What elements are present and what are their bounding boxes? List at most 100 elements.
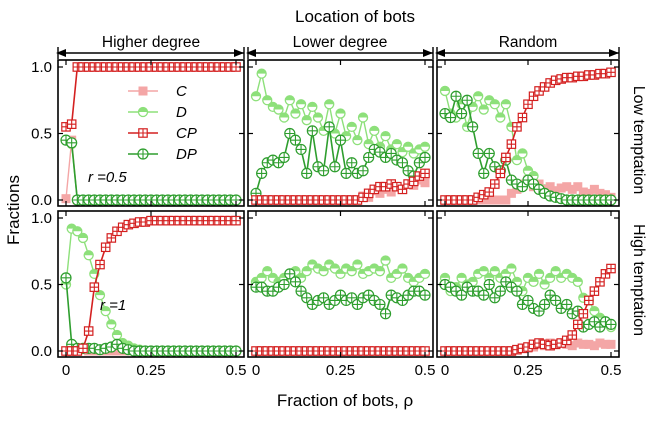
marker-CP-p3-6 [95,259,105,270]
marker-DP-p1-7 [289,134,302,146]
marker-D-p1-18 [352,134,363,146]
marker-CP-p2-14 [517,112,528,123]
col-header-higher-degree: Higher degree [102,34,200,51]
marker-D-p3-3 [77,232,89,244]
marker-CP-p5-27-cross [590,286,599,296]
marker-CP-p5-29-cross [601,269,610,279]
marker-DP-p2-2-cross [451,91,462,102]
marker-CP-p2-15-cross [523,100,533,109]
marker-D-p1-1 [256,68,267,79]
marker-DP-p5-8 [483,278,495,291]
marker-D-p5-20 [550,266,561,277]
panel-r0-c2 [436,59,620,207]
legend-label-C: C [176,83,187,100]
row-label-high-temptation: High temptation [630,224,647,336]
marker-D-p1-4 [273,104,284,115]
marker-DP-p1-6-cross [284,128,295,139]
panel-r1-c1: 0 0.25 0.5 [247,210,436,379]
marker-D-p5-17-fill [534,269,544,274]
marker-D-p4-9 [301,266,312,277]
marker-D-p2-7 [478,104,489,115]
marker-DP-p1-26 [396,157,409,169]
marker-DP-p4-30-cross [420,290,430,301]
marker-C-p2-11 [501,195,511,205]
marker-D-p2-15-fill [523,166,533,171]
marker-CP-p0-1 [66,119,77,129]
marker-CP-p2-8 [484,187,495,197]
marker-DP-p5-27-cross [589,316,600,327]
marker-D-p4-30-fill [420,269,430,274]
marker-D-p1-9 [301,115,312,126]
marker-D-p1-21 [369,125,380,136]
xtick-label-c1-1: 0.25 [326,362,355,379]
marker-DP-p1-30-cross [420,152,430,163]
bracket-arrow-higher-right [234,49,244,57]
marker-D-p5-17 [533,268,545,280]
marker-DP-p4-23-cross [380,308,391,319]
marker-D-p4-2-fill [262,266,272,272]
marker-DP-p1-17 [346,157,358,169]
marker-D-p4-27-fill [403,273,413,278]
panel-data-2 [439,67,617,206]
row-label-low-temptation: Low temptation [630,86,647,195]
marker-DP-p1-16-cross [341,168,352,179]
marker-D-p5-24-fill [573,277,583,282]
legend-marker-D [137,106,149,118]
marker-D-p4-13-fill [324,260,334,265]
marker-D-p1-27-fill [403,142,413,147]
marker-DP-p4-30 [419,289,431,301]
marker-D-p5-16 [528,276,539,287]
series-line-CP-p0 [65,66,236,128]
marker-CP-p5-24-cross [573,320,582,329]
xtick-label-c1-2: 0.5 [415,362,436,379]
marker-D-p2-11-fill [501,99,511,105]
marker-D-p3-7 [100,305,111,317]
marker-D-p1-30-fill [420,142,430,147]
marker-DP-p1-26-cross [397,157,408,168]
marker-DP-p1-22-cross [374,147,385,158]
marker-D-p4-26-fill [397,264,407,269]
marker-D-p5-24 [572,276,583,287]
marker-D-p4-12 [318,266,329,277]
legend-marker-C [138,86,148,96]
marker-DP-p1-14 [329,161,341,173]
marker-DP-p3-0 [60,272,72,284]
marker-DP-p5-28-cross [594,322,605,333]
marker-CP-p1-26 [397,184,408,195]
marker-DP-p1-9-cross [301,168,312,179]
bracket-arrow-higher-left [56,49,66,57]
marker-DP-p5-30 [605,318,617,330]
marker-CP-p3-4-cross [84,326,93,336]
marker-D-p5-3-fill [457,273,467,278]
marker-DP-p0-1 [66,137,78,149]
marker-D-p1-2 [262,95,273,106]
marker-CP-p3-30 [231,215,241,226]
marker-DP-p1-1 [256,167,268,179]
marker-D-p4-22 [374,266,386,277]
marker-DP-p1-5 [278,151,290,164]
marker-D-p1-6 [284,95,295,106]
marker-CP-p5-30-cross [606,264,616,273]
marker-DP-p5-20 [550,294,562,307]
marker-C-p5-30 [606,339,616,349]
marker-DP-p2-14-cross [517,181,528,192]
marker-D-p5-13-fill [512,277,522,282]
marker-DP-p2-3-cross [456,108,467,119]
marker-CP-p5-25 [578,308,589,319]
marker-D-p4-23-fill [381,256,391,261]
marker-D-p3-5-fill [89,269,99,274]
marker-DP-p5-8-cross [484,279,495,290]
marker-CP-p5-28-cross [595,277,605,287]
xtick-label-c0-0: 0 [62,362,70,379]
marker-D-p3-9 [111,329,123,341]
marker-CP-p3-5-cross [90,282,99,292]
legend-marker-DP-cross [138,149,148,159]
marker-D-p1-17-fill [347,122,357,127]
marker-D-p3-4-fill [84,250,94,256]
marker-CP-p2-30 [606,67,616,78]
legend: CD CP DP [128,83,197,163]
marker-D-p2-8-fill [484,95,494,101]
marker-DP-p5-3-cross [456,290,467,301]
marker-D-p4-10-fill [307,260,317,265]
marker-D-p2-0 [439,85,451,97]
